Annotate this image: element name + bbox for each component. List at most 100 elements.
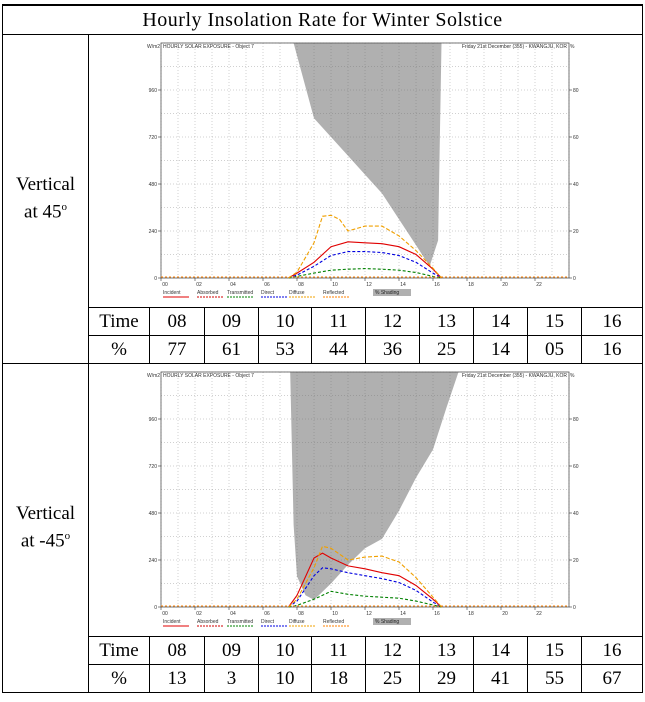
- x-tick-label: 00: [162, 282, 168, 288]
- legend-label: Transmitted: [227, 619, 253, 625]
- time-row-45: Time 08 09 10 11 12 13 14 15 16: [3, 307, 644, 336]
- percent-cell: 14: [473, 335, 528, 364]
- time-cell: 15: [527, 636, 582, 665]
- percent-cell: 05: [527, 335, 582, 364]
- time-cell: 10: [258, 307, 312, 336]
- time-cell: 14: [473, 307, 528, 336]
- y2-tick-label: 40: [573, 182, 579, 188]
- time-cell: 11: [311, 307, 366, 336]
- percent-header: %: [88, 664, 150, 693]
- legend-label: % Shading: [375, 619, 399, 625]
- percent-cell: 25: [419, 335, 474, 364]
- legend-label: Direct: [261, 619, 275, 625]
- percent-cell: 25: [365, 664, 420, 693]
- x-tick-label: 12: [366, 282, 372, 288]
- chart-title: HOURLY SOLAR EXPOSURE - Object 7: [163, 44, 254, 50]
- time-header: Time: [88, 307, 150, 336]
- percent-cell: 41: [473, 664, 528, 693]
- insolation-table: Hourly Insolation Rate for Winter Solsti…: [1, 4, 644, 693]
- x-tick-label: 16: [434, 611, 440, 617]
- legend-label: % Shading: [375, 290, 399, 296]
- row-label-vertical-minus-45: Vertical at -45o: [2, 363, 89, 693]
- x-tick-label: 14: [400, 611, 406, 617]
- y2-tick-label: 80: [573, 417, 579, 423]
- y-tick-label: 960: [148, 417, 157, 423]
- time-cell: 10: [258, 636, 312, 665]
- x-tick-label: 12: [366, 611, 372, 617]
- y-tick-label: 960: [148, 88, 157, 94]
- row-label-line2: at 45: [24, 201, 62, 223]
- time-cell: 14: [473, 636, 528, 665]
- time-cell: 16: [580, 636, 644, 665]
- x-tick-label: 18: [468, 611, 474, 617]
- time-cell: 12: [365, 307, 420, 336]
- y-tick-label: 720: [148, 135, 157, 141]
- series-direct-line: [287, 251, 442, 279]
- y2-tick-label: 40: [573, 511, 579, 517]
- percent-cell: 67: [580, 664, 644, 693]
- time-header: Time: [88, 636, 150, 665]
- table-title: Hourly Insolation Rate for Winter Solsti…: [1, 4, 644, 35]
- legend-swatch-shading: [372, 618, 411, 625]
- chart-vertical-minus-45: 0 240 480 720 960 0 20 40 60 80 00 02 04 06 08 10 12 14 16…: [147, 371, 579, 627]
- percent-cell: 3: [204, 664, 259, 693]
- degree-sup: o: [61, 201, 67, 214]
- chart-cell-minus-45: 0 240 480 720 960 0 20 40 60 80 00 02 04 06 08 10 12 14 16…: [87, 363, 644, 637]
- shading-area: [160, 372, 569, 600]
- percent-cell: 55: [527, 664, 582, 693]
- y-tick-label: 480: [148, 511, 157, 517]
- legend-label: Direct: [261, 290, 275, 296]
- time-cell: 08: [149, 636, 205, 665]
- x-tick-label: 04: [230, 282, 236, 288]
- series-diffuse-line: [287, 545, 442, 608]
- x-tick-label: 08: [298, 611, 304, 617]
- y2-tick-label: 60: [573, 135, 579, 141]
- y-tick-label: 240: [148, 229, 157, 235]
- x-tick-label: 02: [196, 282, 202, 288]
- time-cell: 13: [419, 307, 474, 336]
- x-tick-label: 22: [536, 282, 542, 288]
- percent-cell: 13: [149, 664, 205, 693]
- x-tick-label: 14: [400, 282, 406, 288]
- time-cell: 09: [204, 307, 259, 336]
- x-tick-label: 08: [298, 282, 304, 288]
- percent-cell: 36: [365, 335, 420, 364]
- chart-subtitle: Friday 21st December (355) - KWANGJU, KO…: [461, 44, 567, 50]
- y-tick-label: 0: [154, 276, 157, 282]
- series-diffuse-line: [287, 214, 442, 279]
- legend-label: Transmitted: [227, 290, 253, 296]
- time-cell: 08: [149, 307, 205, 336]
- x-tick-label: 20: [502, 611, 508, 617]
- chart-vertical-45: 0 240 480 720 960 0 20 40 60 80 00 02 04 06 08 10 12 14 16…: [147, 42, 579, 298]
- legend-label: Incident: [163, 290, 181, 296]
- percent-cell: 29: [419, 664, 474, 693]
- y2-tick-label: 20: [573, 558, 579, 564]
- series-incident-line: [287, 552, 442, 608]
- time-cell: 12: [365, 636, 420, 665]
- series-incident-line: [287, 241, 442, 279]
- series-direct-line: [287, 567, 442, 608]
- percent-cell: 53: [258, 335, 312, 364]
- time-cell: 16: [580, 307, 644, 336]
- percent-cell: 10: [258, 664, 312, 693]
- y-axis-label: W/m2: [147, 44, 160, 50]
- x-tick-label: 18: [468, 282, 474, 288]
- y2-tick-label: 80: [573, 88, 579, 94]
- legend-label: Absorbed: [197, 619, 219, 625]
- percent-header: %: [88, 335, 150, 364]
- x-tick-label: 16: [434, 282, 440, 288]
- time-cell: 13: [419, 636, 474, 665]
- row-label-vertical-45: Vertical at 45o: [2, 34, 89, 364]
- row-label-line2: at -45: [20, 530, 65, 552]
- legend-swatch-shading: [372, 289, 411, 296]
- x-tick-label: 20: [502, 282, 508, 288]
- time-cell: 15: [527, 307, 582, 336]
- legend-label: Incident: [163, 619, 181, 625]
- percent-cell: 44: [311, 335, 366, 364]
- y2-axis-label: %: [570, 373, 575, 379]
- legend-label: Diffuse: [289, 619, 305, 625]
- percent-cell: 16: [580, 335, 644, 364]
- x-tick-label: 04: [230, 611, 236, 617]
- legend-label: Reflected: [323, 619, 344, 625]
- chart-title: HOURLY SOLAR EXPOSURE - Object 7: [163, 373, 254, 379]
